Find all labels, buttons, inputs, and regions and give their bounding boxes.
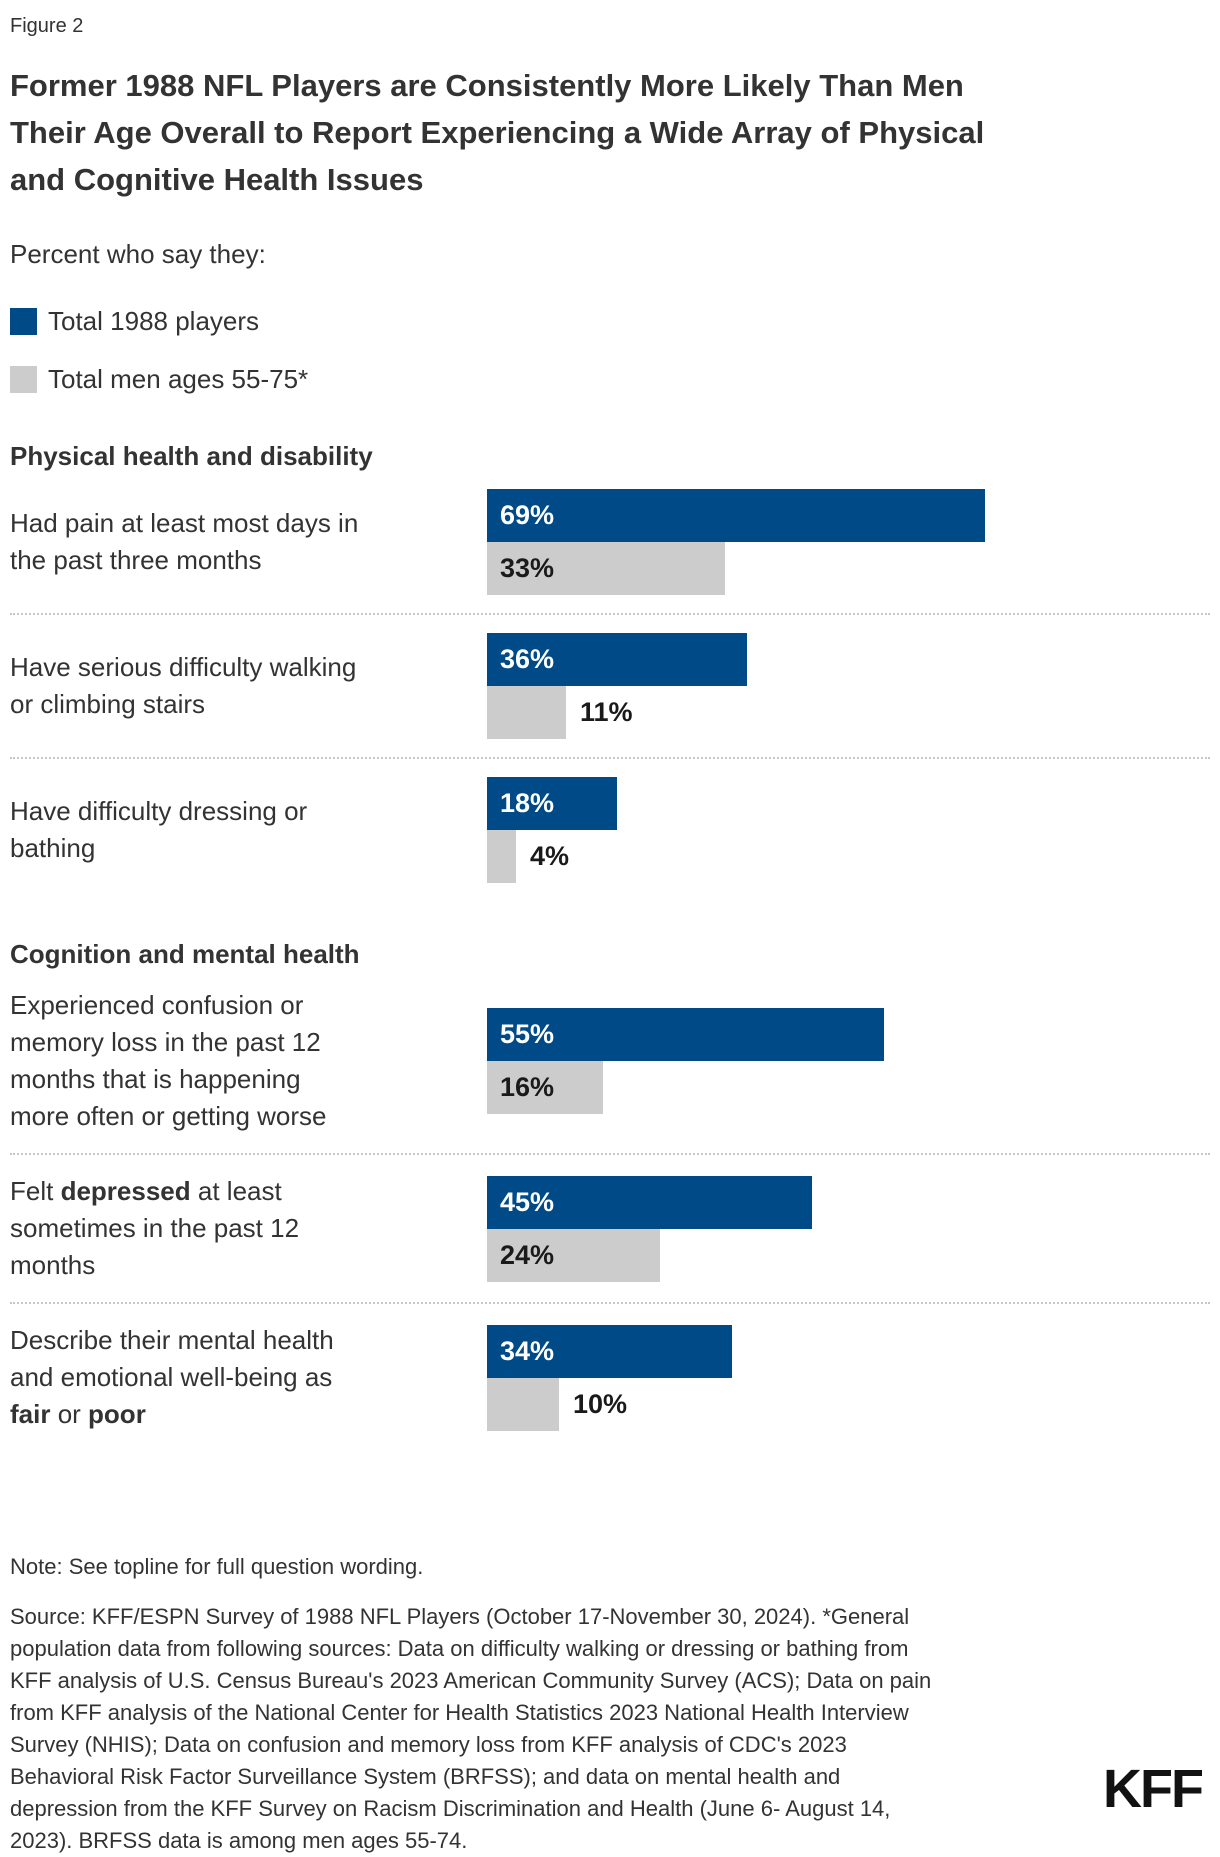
bar-track: 18% (487, 777, 1209, 830)
bar-track: 4% (487, 830, 1209, 883)
row-label-line: bathing (10, 833, 96, 863)
bar-value-label: 34% (500, 1335, 555, 1366)
players-bar (487, 1175, 812, 1229)
chart: Physical health and disability Had pain a… (0, 441, 1220, 1451)
row-label-line: Describe their mental health (10, 1325, 334, 1355)
bar-group: 69% 33% (487, 489, 1209, 595)
row-label: Experienced confusion or memory loss in t… (10, 987, 472, 1135)
row-label: Have difficulty dressing or bathing (10, 793, 472, 867)
bar-value-label: 45% (500, 1186, 555, 1217)
men-bar (487, 1228, 660, 1282)
kff-logo: KFF (1103, 1759, 1204, 1819)
bar-value-label: 10% (573, 1388, 628, 1419)
bar-track: 45% (487, 1175, 1209, 1229)
bar-group: 34% 10% (487, 1324, 1209, 1431)
legend-item: Total men ages 55-75* (10, 363, 1210, 394)
row-label: Felt depressed at least sometimes in the … (10, 1173, 472, 1284)
row-label-line: more often or getting worse (10, 1101, 327, 1131)
row-label: Have serious difficulty walking or climbi… (10, 649, 472, 723)
figure-label: Figure 2 (10, 15, 84, 37)
bar-group: 55% 16% (487, 1008, 1209, 1114)
bar-value-label: 36% (500, 644, 555, 674)
chart-row: Felt depressed at least sometimes in the … (10, 1155, 1210, 1304)
bar-value-label: 16% (500, 1072, 555, 1102)
row-label: Had pain at least most days in the past t… (10, 505, 472, 579)
bar-value-label: 24% (500, 1239, 555, 1270)
bar-track: 16% (487, 1061, 1209, 1114)
section-heading: Cognition and mental health (10, 939, 360, 969)
legend-item: Total 1988 players (10, 305, 1210, 336)
men-bar (487, 686, 566, 739)
bar-group: 45% 24% (487, 1175, 1209, 1282)
legend-swatch-men (10, 365, 37, 393)
men-bar (487, 542, 725, 595)
legend: Total 1988 players Total men ages 55-75* (10, 305, 1210, 394)
bar-value-label: 55% (500, 1019, 555, 1049)
bar-value-label: 18% (500, 788, 555, 818)
players-bar (487, 777, 617, 830)
men-bar (487, 830, 516, 883)
players-bar (487, 489, 985, 542)
men-bar (487, 1377, 559, 1431)
bar-track: 24% (487, 1228, 1209, 1282)
row-label-line: and emotional well-being as (10, 1362, 333, 1392)
bar-value-label: 33% (500, 553, 555, 583)
row-label-line: Experienced confusion or (10, 990, 304, 1020)
players-bar (487, 633, 747, 686)
chart-row: Had pain at least most days in the past t… (10, 471, 1210, 615)
bar-group: 18% 4% (487, 777, 1209, 883)
chart-row: Describe their mental health and emotiona… (10, 1304, 1210, 1451)
row-label-line: memory loss in the past 12 (10, 1027, 321, 1057)
bar-value-label: 4% (530, 841, 570, 871)
row-label-line: Felt depressed at least (10, 1176, 282, 1206)
legend-swatch-players (10, 307, 37, 335)
men-bar (487, 1061, 603, 1114)
chart-row: Have difficulty dressing or bathing 18% 4% (10, 759, 1210, 901)
row-label-line: sometimes in the past 12 (10, 1213, 300, 1243)
bar-track: 34% (487, 1324, 1209, 1378)
bar-track: 36% (487, 633, 1209, 686)
bar-value-label: 69% (500, 500, 555, 530)
row-label-line: the past three months (10, 545, 262, 575)
chart-subtitle: Percent who say they: (10, 239, 266, 269)
row-label-line: or climbing stairs (10, 689, 206, 719)
row-label-line: Have difficulty dressing or (10, 796, 308, 826)
source-text: Source: KFF/ESPN Survey of 1988 NFL Play… (10, 1604, 932, 1853)
note-text: Note: See topline for full question word… (10, 1554, 424, 1579)
legend-item-label: Total 1988 players (48, 305, 260, 336)
section-heading: Physical health and disability (10, 441, 373, 471)
players-bar (487, 1008, 884, 1061)
bar-track: 55% (487, 1008, 1209, 1061)
legend-item-label: Total men ages 55-75* (48, 363, 309, 394)
bar-track: 11% (487, 686, 1209, 739)
row-label-line: Have serious difficulty walking (10, 652, 357, 682)
row-label-line: months that is happening (10, 1064, 301, 1094)
bar-value-label: 11% (580, 697, 633, 727)
row-label-line: months (10, 1250, 96, 1280)
chart-row: Have serious difficulty walking or climbi… (10, 615, 1210, 759)
row-label-line: Had pain at least most days in (10, 508, 359, 538)
bar-track: 33% (487, 542, 1209, 595)
row-label-line: fair or poor (10, 1399, 146, 1429)
players-bar (487, 1324, 732, 1378)
bar-group: 36% 11% (487, 633, 1209, 739)
bar-track: 10% (487, 1377, 1209, 1431)
bar-track: 69% (487, 489, 1209, 542)
row-label: Describe their mental health and emotiona… (10, 1322, 472, 1433)
chart-row: Experienced confusion or memory loss in t… (10, 969, 1210, 1155)
page-title: Former 1988 NFL Players are Consistently… (10, 68, 985, 197)
